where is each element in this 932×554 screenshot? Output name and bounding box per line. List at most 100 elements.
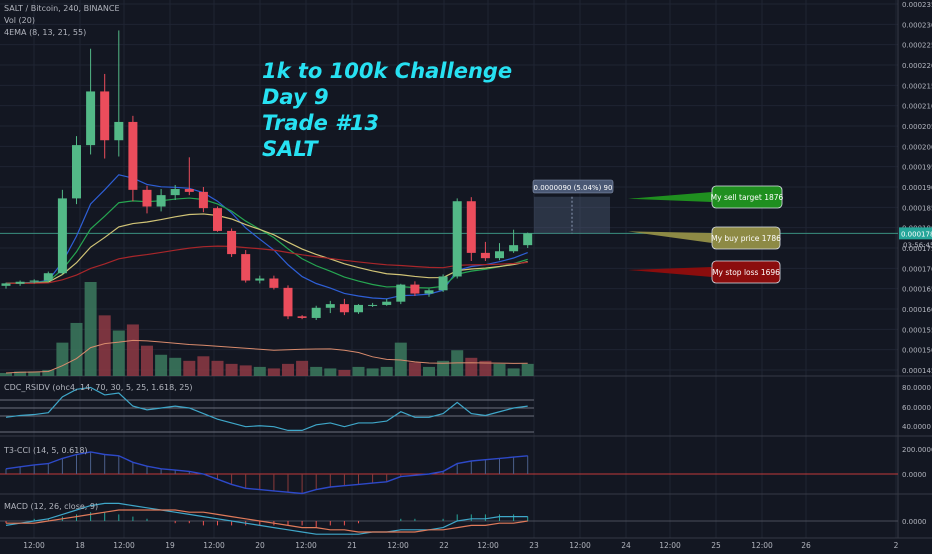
candle-body (57, 198, 67, 274)
volume-bar (507, 368, 520, 376)
time-tick: 2 (894, 541, 899, 550)
candle-body (198, 191, 208, 209)
candle-body (354, 304, 363, 313)
candle-body (339, 304, 349, 313)
candle-body (86, 91, 96, 146)
volume-bar (465, 357, 478, 376)
candle-body (438, 276, 448, 291)
volume-bar (112, 330, 125, 376)
volume-label: Vol (20) (4, 16, 35, 25)
candle-body (100, 91, 110, 141)
volume-bar (282, 363, 294, 376)
candle-body (509, 245, 519, 252)
buy-price-callout-pointer (628, 231, 712, 243)
ema-label: 4EMA (8, 13, 21, 55) (4, 28, 87, 37)
annotation-line-3: Trade #13 (262, 111, 379, 135)
rsi-tick: 80.0000 (902, 384, 931, 392)
time-tick: 12:00 (659, 541, 681, 550)
annotation-line-2: Day 9 (262, 85, 329, 109)
candle-body (43, 273, 53, 281)
volume-bar (423, 366, 435, 376)
volume-bar (56, 342, 69, 376)
time-tick: 12:00 (203, 541, 225, 550)
volume-bar (338, 369, 351, 376)
candle-body (156, 195, 166, 207)
volume-bar (267, 368, 280, 376)
volume-bar (380, 366, 393, 376)
price-tick: 0.0002250 (902, 42, 932, 50)
price-tick: 0.0001450 (902, 367, 932, 375)
volume-bar (239, 365, 252, 376)
candle-body (297, 316, 307, 318)
sell-target-callout-box (711, 185, 783, 209)
candle-body (213, 208, 222, 231)
candle-body (325, 304, 335, 308)
rsi-label: CDC_RSIDV (ohc4, 14, 70, 30, 5, 25, 1.61… (4, 383, 193, 392)
time-tick: 22 (439, 541, 449, 550)
volume-bar (408, 362, 421, 376)
price-tick: 0.0002350 (902, 1, 932, 9)
cci-label: T3-CCI (14, 5, 0.618) (4, 446, 88, 455)
volume-bar (352, 366, 365, 376)
candle-body (495, 251, 504, 259)
time-tick: 12:00 (477, 541, 499, 550)
candle-body (227, 230, 237, 255)
time-tick: 18 (75, 541, 85, 550)
price-tick: 0.0002300 (902, 21, 932, 29)
candle-body (396, 284, 406, 302)
stop-loss-callout-pointer (628, 267, 712, 277)
stop-loss-callout-box (711, 260, 781, 284)
volume-bar (42, 369, 55, 376)
candle-body (1, 283, 11, 286)
price-tick: 0.0001700 (902, 265, 932, 273)
rsi-tick: 40.0000 (902, 423, 931, 431)
price-tick: 0.0001850 (902, 204, 932, 212)
macd-label: MACD (12, 26, close, 9) (4, 502, 99, 511)
time-tick: 12:00 (23, 541, 45, 550)
cci-line (5, 451, 528, 495)
candle-body (15, 281, 25, 284)
volume-bar (0, 372, 12, 376)
candle-body (311, 307, 321, 318)
candle-body (128, 121, 138, 190)
time-tick: 21 (347, 541, 357, 550)
candle-body (241, 254, 251, 281)
price-tick: 0.0001900 (902, 184, 932, 192)
macd-tick: 0.0000 (902, 518, 927, 526)
countdown-value: 03:56:45 (903, 241, 932, 249)
candle-body (283, 287, 293, 317)
time-tick: 25 (711, 541, 721, 550)
price-tick: 0.0001650 (902, 286, 932, 294)
candle-body (29, 280, 39, 282)
annotation-line-4: SALT (262, 137, 318, 161)
symbol-title: SALT / Bitcoin, 240, BINANCE (4, 4, 120, 13)
candle-body (410, 284, 420, 294)
volume-bar (437, 360, 450, 376)
volume-bar (310, 366, 323, 376)
price-tick: 0.0001600 (902, 306, 932, 314)
candle-body (480, 252, 490, 259)
volume-bar (126, 324, 139, 376)
sell-target-callout-pointer (628, 192, 712, 202)
time-tick: 23 (529, 541, 539, 550)
ema-8-line (5, 174, 528, 300)
volume-bar (141, 345, 153, 376)
measure-box (534, 196, 610, 234)
price-tick: 0.0001550 (902, 326, 932, 334)
volume-ma-line (5, 339, 528, 374)
volume-bar (211, 360, 224, 376)
macd-signal-line (6, 509, 528, 533)
candle-body (452, 201, 462, 277)
price-tick: 0.0001500 (902, 347, 932, 355)
ema-21-line (5, 213, 528, 284)
price-tick: 0.0002150 (902, 82, 932, 90)
buy-price-callout-text: My buy price 1786 (711, 234, 781, 243)
volume-bar (197, 356, 210, 376)
price-tick: 0.0001950 (902, 164, 932, 172)
candle-body (269, 278, 279, 288)
time-tick: 12:00 (113, 541, 135, 550)
volume-bar (183, 360, 196, 376)
time-tick: 24 (621, 541, 631, 550)
volume-bar (155, 354, 168, 376)
